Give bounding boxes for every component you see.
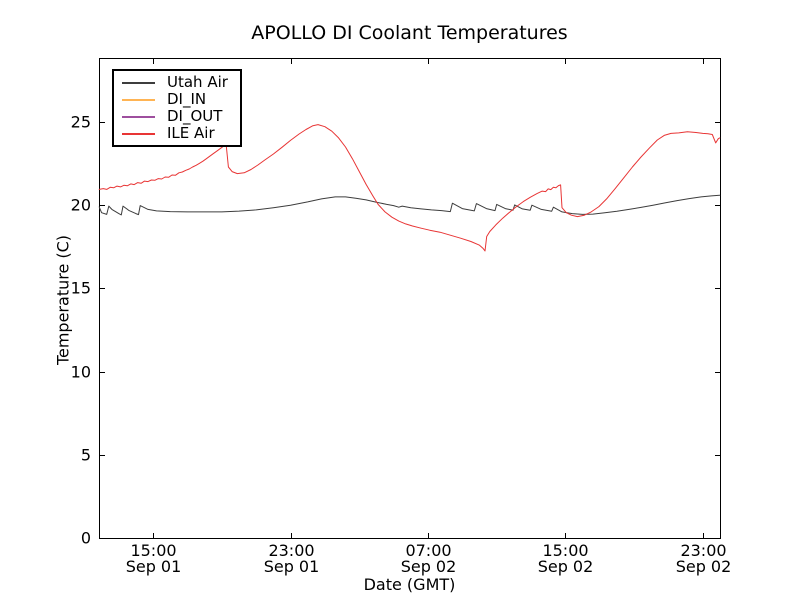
x-tick-label: 23:00 Sep 02 bbox=[676, 541, 732, 576]
legend-line-sample bbox=[122, 132, 155, 135]
chart-title: APOLLO DI Coolant Temperatures bbox=[251, 22, 568, 44]
legend-label: DI_OUT bbox=[167, 107, 223, 125]
y-tick-label: 25 bbox=[71, 113, 91, 132]
legend-item: Utah Air bbox=[122, 74, 228, 91]
legend-line-sample bbox=[122, 81, 155, 84]
legend-item: ILE Air bbox=[122, 125, 228, 142]
legend-label: Utah Air bbox=[167, 73, 228, 91]
series-line-ile-air bbox=[98, 124, 721, 252]
y-tick-label: 20 bbox=[71, 196, 91, 215]
legend-line-sample bbox=[122, 98, 155, 101]
x-tick-label: 15:00 Sep 01 bbox=[126, 541, 182, 576]
y-axis-label: Temperature (C) bbox=[53, 234, 73, 366]
axes-frame bbox=[99, 58, 721, 539]
x-tick-label: 07:00 Sep 02 bbox=[401, 541, 457, 576]
legend-item: DI_IN bbox=[122, 91, 228, 108]
y-tick-label: 5 bbox=[81, 446, 91, 465]
x-tick-label: 23:00 Sep 01 bbox=[264, 541, 320, 576]
y-tick-label: 15 bbox=[71, 279, 91, 298]
x-axis-label: Date (GMT) bbox=[363, 575, 456, 594]
legend-item: DI_OUT bbox=[122, 108, 228, 125]
y-tick-label: 0 bbox=[81, 529, 91, 548]
legend-label: DI_IN bbox=[167, 90, 207, 108]
y-tick-label: 10 bbox=[71, 363, 91, 382]
legend-label: ILE Air bbox=[167, 124, 215, 142]
series-line-utah-air bbox=[98, 194, 721, 216]
x-tick-label: 15:00 Sep 02 bbox=[538, 541, 594, 576]
legend: Utah Air DI_IN DI_OUT ILE Air bbox=[112, 69, 242, 147]
legend-line-sample bbox=[122, 115, 155, 118]
